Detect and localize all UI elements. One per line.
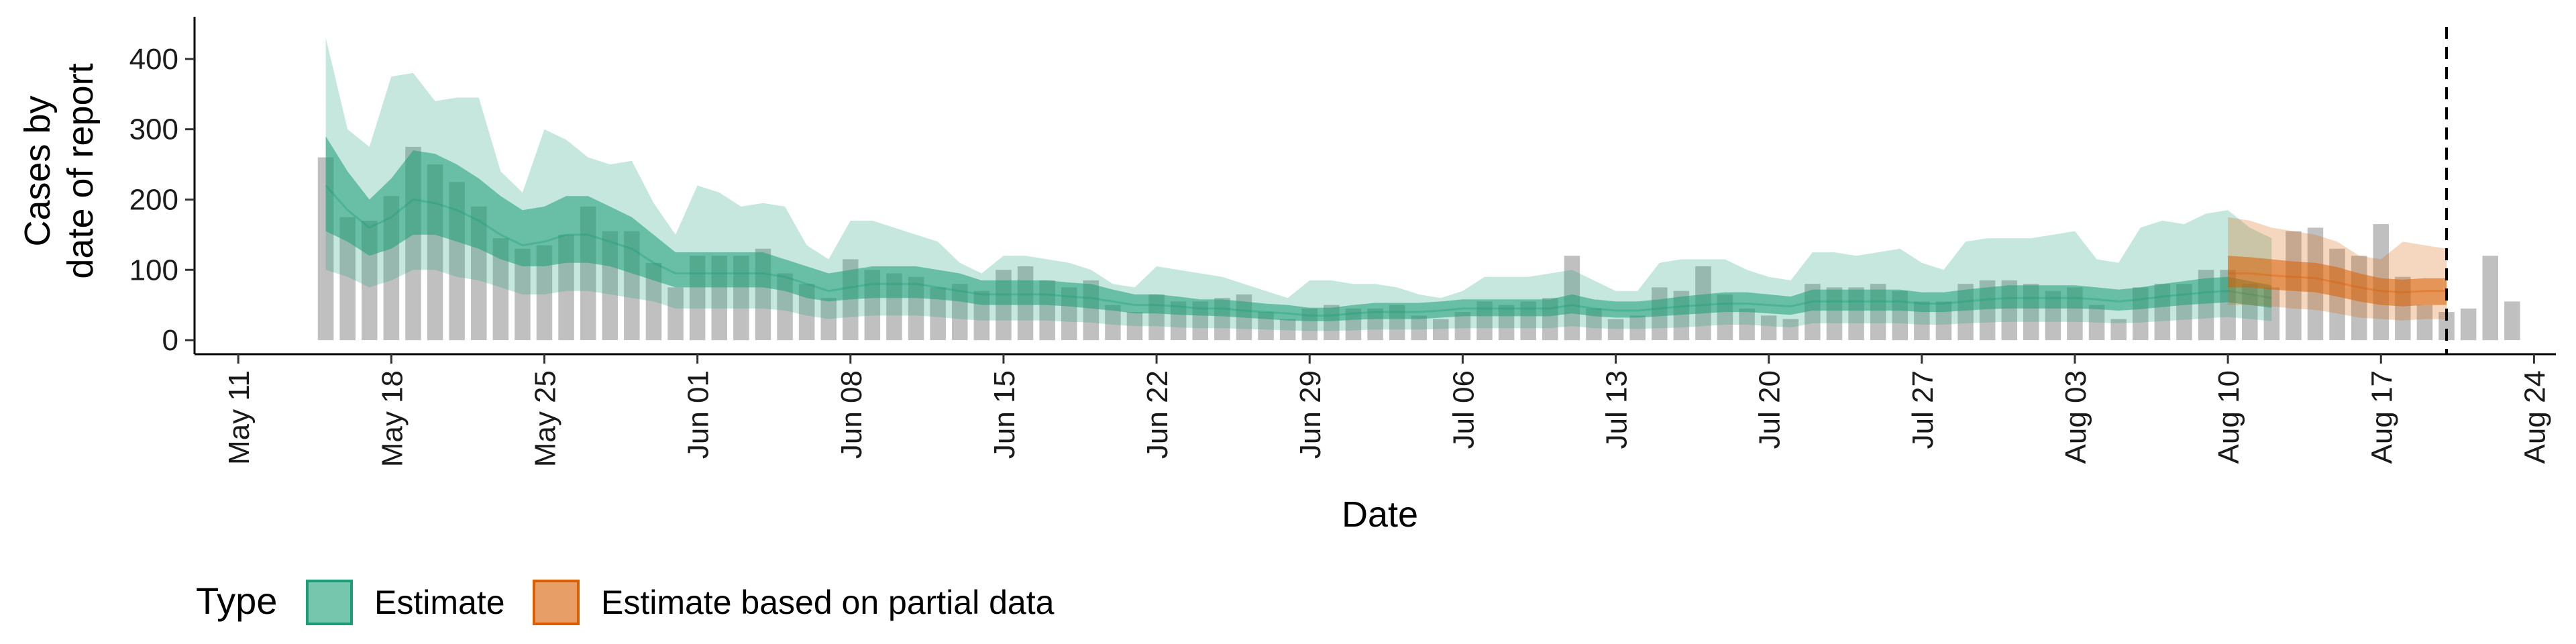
x-tick-label: Jul 27 — [1907, 370, 1939, 449]
y-tick-label: 200 — [129, 183, 178, 216]
estimate-bands — [325, 38, 2447, 331]
observed-cases-bar — [1782, 319, 1799, 340]
observed-cases-bar — [2416, 305, 2433, 340]
observed-cases-bar — [820, 298, 837, 341]
median-line — [2228, 272, 2447, 294]
x-axis-title: Date — [1342, 494, 1418, 535]
x-tick-label: Aug 03 — [2059, 370, 2092, 464]
x-tick-label: Jun 15 — [988, 370, 1021, 459]
x-tick-label: May 18 — [376, 370, 409, 467]
observed-cases-bar — [1607, 319, 1624, 340]
y-tick-label: 400 — [129, 43, 178, 76]
legend-swatch-estimate — [306, 580, 353, 625]
chart-axes: 0 100 200 300 400 May 11 May 18 May 25 Jun 01 Jun… — [129, 17, 2556, 467]
observed-cases-bar — [1279, 319, 1296, 340]
observed-cases-bar — [492, 238, 509, 340]
observed-cases-bar — [1433, 319, 1449, 340]
y-axis-title-line-2: date of report — [60, 63, 101, 278]
legend-item-estimate: Estimate — [306, 580, 505, 625]
legend-label-partial-data: Estimate based on partial data — [601, 584, 1055, 621]
observed-cases-bar — [930, 287, 946, 340]
x-tick-label: Aug 10 — [2212, 370, 2245, 464]
y-axis-title-line-1: Cases by — [17, 95, 58, 246]
outer-interval-band — [325, 38, 2272, 331]
observed-cases-bar — [667, 287, 684, 340]
y-tick-label: 300 — [129, 113, 178, 146]
median-line — [325, 184, 2272, 317]
x-tick-label: Jun 29 — [1294, 370, 1327, 459]
x-tick-label: Aug 17 — [2365, 370, 2398, 464]
observed-cases-bar — [2088, 305, 2105, 340]
observed-cases-bar — [536, 245, 553, 341]
x-tick-label: Jul 06 — [1447, 370, 1480, 449]
observed-cases-bar — [2482, 256, 2498, 341]
legend-label-estimate: Estimate — [374, 584, 505, 621]
y-tick-label: 0 — [162, 324, 178, 357]
observed-cases-bar — [1454, 312, 1471, 340]
legend-item-partial: Estimate based on partial data — [533, 580, 1055, 625]
x-tick-label: Jul 13 — [1601, 370, 1633, 449]
inner-interval-band — [325, 136, 2272, 321]
x-tick-label: Jun 22 — [1141, 370, 1174, 459]
observed-cases-bar — [1629, 315, 1646, 341]
observed-cases-bar — [515, 248, 531, 340]
legend: Type Estimate Estimate based on partial … — [196, 580, 1055, 625]
observed-cases-bar — [1126, 312, 1143, 340]
y-tick-label: 100 — [129, 254, 178, 286]
x-tick-label: Jul 20 — [1754, 370, 1786, 449]
x-tick-label: Aug 24 — [2518, 370, 2551, 464]
inner-interval-band — [2228, 256, 2447, 307]
legend-title: Type — [196, 580, 277, 622]
series-estimate — [325, 38, 2272, 331]
observed-cases-bar — [339, 217, 356, 341]
observed-cases-bar — [2460, 308, 2477, 341]
observed-cases-bar — [1411, 315, 1427, 341]
observed-cases-bar — [1105, 305, 1121, 340]
series-partial-data — [2228, 217, 2447, 321]
observed-cases-bar — [2504, 301, 2520, 340]
observed-cases-bar — [1760, 315, 1777, 341]
x-tick-label: Jun 08 — [835, 370, 868, 459]
observed-cases-bar — [2110, 319, 2127, 340]
x-tick-label: May 11 — [223, 370, 256, 465]
observed-cases-bar — [1739, 308, 1755, 341]
x-tick-label: May 25 — [529, 370, 562, 467]
legend-swatch-partial-data — [533, 580, 580, 625]
observed-cases-bar — [2438, 312, 2455, 340]
observed-cases-bar — [645, 262, 662, 341]
x-tick-label: Jun 01 — [682, 370, 715, 459]
